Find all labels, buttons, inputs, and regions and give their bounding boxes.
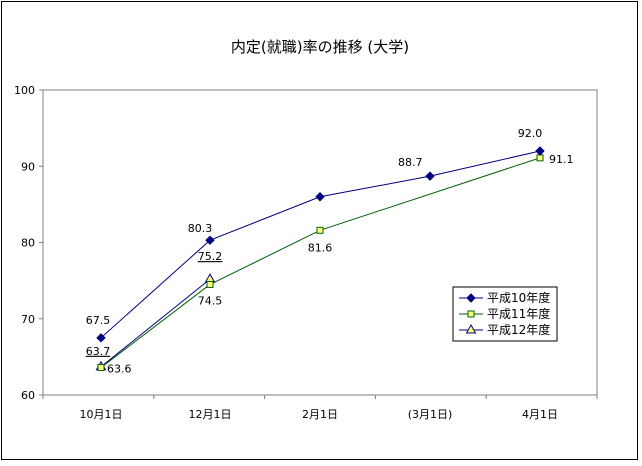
data-label: 74.5 <box>198 294 223 307</box>
square-marker <box>316 226 324 234</box>
data-label: 81.6 <box>308 241 333 254</box>
data-label: 67.5 <box>86 314 111 327</box>
data-label: 92.0 <box>518 127 543 140</box>
diamond-marker <box>96 333 106 343</box>
data-labels: 67.5 80.3 88.7 92.0 63.6 74.5 81.6 91.1 63.7 75.2 <box>86 127 574 376</box>
diamond-marker <box>315 192 325 202</box>
chart-title: 内定(就職)率の推移 (大学) <box>231 38 409 56</box>
data-label: 91.1 <box>549 153 574 166</box>
x-tick-label: 2月1日 <box>302 408 338 421</box>
legend-label: 平成10年度 <box>487 290 550 305</box>
x-tick-label: 4月1日 <box>522 408 558 421</box>
data-label: 63.7 <box>86 345 111 358</box>
y-tick-label: 70 <box>21 313 35 326</box>
plot-area <box>42 89 598 396</box>
x-tick-label: (3月1日) <box>408 408 453 421</box>
data-label: 80.3 <box>188 222 213 235</box>
y-tick-label: 100 <box>14 84 35 97</box>
legend-label: 平成12年度 <box>487 322 550 337</box>
series-group <box>95 146 545 372</box>
diamond-marker <box>535 146 545 156</box>
data-label: 75.2 <box>198 250 223 263</box>
x-axis: 10月1日 12月1日 2月1日 (3月1日) 4月1日 <box>42 394 598 421</box>
y-tick-label: 90 <box>21 160 35 173</box>
y-tick-label: 80 <box>21 237 35 250</box>
y-axis: 60 70 80 90 100 <box>14 84 44 402</box>
series-line <box>100 278 211 368</box>
x-tick-label: 10月1日 <box>80 408 123 421</box>
data-label: 88.7 <box>398 156 423 169</box>
square-marker <box>536 154 544 162</box>
y-tick-label: 60 <box>21 389 35 402</box>
chart-frame: 内定(就職)率の推移 (大学) 60 70 80 90 100 10月1日 12月1日 2月… <box>1 1 638 460</box>
data-label: 63.6 <box>107 363 132 376</box>
diamond-marker <box>425 171 435 181</box>
diamond-marker <box>205 235 215 245</box>
square-marker <box>467 310 475 318</box>
square-marker <box>206 280 214 288</box>
legend-label: 平成11年度 <box>487 306 550 321</box>
square-marker <box>97 364 105 372</box>
diamond-marker <box>466 293 476 303</box>
series-line <box>100 157 541 368</box>
x-tick-label: 12月1日 <box>189 408 232 421</box>
triangle-marker <box>465 323 477 334</box>
